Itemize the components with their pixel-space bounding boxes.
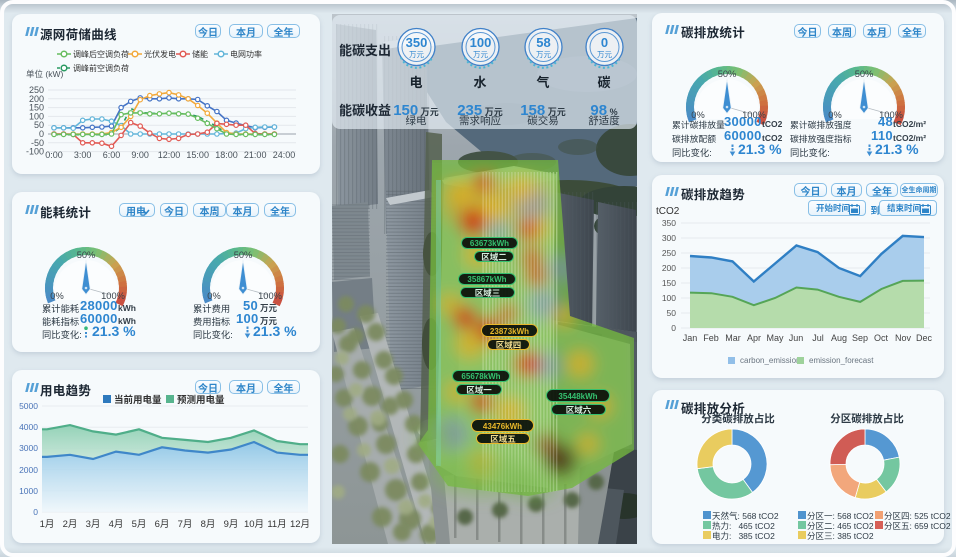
svg-text:10月: 10月 <box>244 516 264 530</box>
svg-text:200: 200 <box>662 262 676 274</box>
svg-text:150: 150 <box>662 277 676 289</box>
svg-text:Oct: Oct <box>874 331 889 344</box>
svg-text:100%: 100% <box>101 288 125 302</box>
svg-text:Sep: Sep <box>852 331 868 344</box>
svg-text:15:00: 15:00 <box>186 148 209 161</box>
svg-text:Nov: Nov <box>895 331 912 344</box>
svg-text:8月: 8月 <box>201 516 216 530</box>
svg-text:9月: 9月 <box>224 516 239 530</box>
svg-text:0: 0 <box>33 506 38 518</box>
svg-text:100: 100 <box>662 292 676 304</box>
svg-text:1月: 1月 <box>40 516 55 530</box>
svg-text:4000: 4000 <box>19 421 38 433</box>
svg-text:-100: -100 <box>26 145 44 158</box>
svg-text:50%: 50% <box>234 247 253 261</box>
svg-text:50: 50 <box>34 118 44 131</box>
svg-text:0:00: 0:00 <box>45 148 63 161</box>
svg-text:光伏发电: 光伏发电 <box>144 49 176 60</box>
svg-text:5000: 5000 <box>19 400 38 412</box>
svg-text:150: 150 <box>29 101 44 114</box>
svg-text:50: 50 <box>667 307 677 319</box>
svg-text:11月: 11月 <box>267 516 286 530</box>
svg-text:3月: 3月 <box>86 516 101 530</box>
svg-text:7月: 7月 <box>178 516 193 530</box>
svg-text:250: 250 <box>662 247 676 259</box>
svg-text:调峰前空调负荷: 调峰前空调负荷 <box>73 63 129 74</box>
svg-text:0%: 0% <box>50 288 63 302</box>
svg-text:0%: 0% <box>691 107 704 121</box>
svg-text:储能: 储能 <box>192 49 208 60</box>
svg-text:2月: 2月 <box>63 516 78 530</box>
svg-text:18:00: 18:00 <box>215 148 238 161</box>
svg-text:4月: 4月 <box>109 516 124 530</box>
svg-text:emission_forecast: emission_forecast <box>809 356 874 365</box>
svg-text:300: 300 <box>662 232 676 244</box>
svg-text:24:00: 24:00 <box>273 148 296 161</box>
svg-text:21:00: 21:00 <box>244 148 267 161</box>
svg-text:-50: -50 <box>31 136 44 149</box>
svg-text:5月: 5月 <box>132 516 147 530</box>
svg-text:0: 0 <box>671 322 676 334</box>
svg-text:Apr: Apr <box>747 331 761 344</box>
svg-text:100%: 100% <box>742 107 766 121</box>
svg-text:Jul: Jul <box>812 331 824 344</box>
svg-text:3:00: 3:00 <box>74 148 92 161</box>
svg-text:50%: 50% <box>718 66 737 80</box>
svg-text:100%: 100% <box>258 288 282 302</box>
svg-text:调峰后空调负荷: 调峰后空调负荷 <box>73 49 129 60</box>
svg-text:12:00: 12:00 <box>158 148 181 161</box>
svg-text:50%: 50% <box>855 66 874 80</box>
svg-text:0: 0 <box>39 127 44 140</box>
svg-text:预测用电量: 预测用电量 <box>177 392 225 406</box>
svg-text:9:00: 9:00 <box>131 148 149 161</box>
svg-text:12月: 12月 <box>290 516 310 530</box>
svg-text:May: May <box>766 331 784 344</box>
svg-text:350: 350 <box>662 217 676 229</box>
svg-text:电网功率: 电网功率 <box>230 49 262 60</box>
svg-text:250: 250 <box>29 83 44 96</box>
svg-text:carbon_emission: carbon_emission <box>740 356 800 365</box>
svg-text:3000: 3000 <box>19 442 38 454</box>
svg-text:Dec: Dec <box>916 331 933 344</box>
svg-text:100: 100 <box>29 109 44 122</box>
svg-text:0%: 0% <box>828 107 841 121</box>
svg-text:0%: 0% <box>207 288 220 302</box>
svg-text:单位 (kW): 单位 (kW) <box>26 68 63 80</box>
svg-text:50%: 50% <box>77 247 96 261</box>
svg-text:6:00: 6:00 <box>103 148 121 161</box>
svg-text:Feb: Feb <box>703 331 719 344</box>
svg-text:6月: 6月 <box>155 516 170 530</box>
svg-text:当前用电量: 当前用电量 <box>114 392 162 406</box>
svg-text:Mar: Mar <box>725 331 741 344</box>
svg-text:Jan: Jan <box>683 331 698 344</box>
svg-text:2000: 2000 <box>19 464 38 476</box>
svg-text:1000: 1000 <box>19 485 38 497</box>
svg-text:Jun: Jun <box>789 331 804 344</box>
svg-text:200: 200 <box>29 92 44 105</box>
svg-text:100%: 100% <box>879 107 903 121</box>
svg-text:Aug: Aug <box>831 331 847 344</box>
